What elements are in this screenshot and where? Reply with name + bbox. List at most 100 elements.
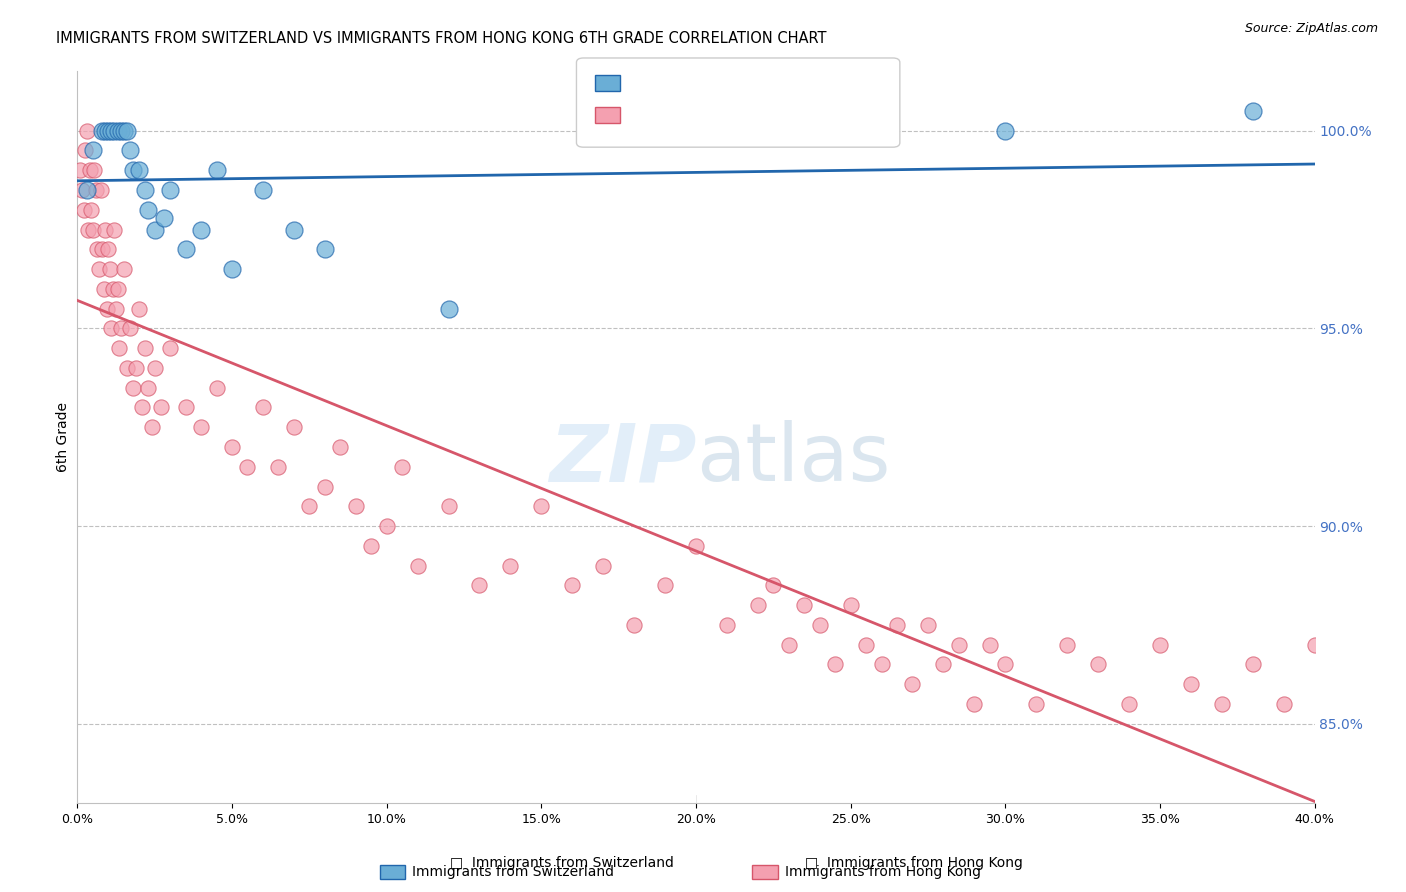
Point (1365, 697, 1388, 711)
Point (808, 618, 831, 632)
Point (221, 440, 243, 454)
Point (437, 500, 460, 514)
Point (110, 123, 132, 137)
Point (118, 144, 141, 158)
Point (76, 183, 98, 197)
Point (75, 144, 96, 158)
Point (112, 123, 135, 137)
Point (149, 401, 172, 415)
Point (80, 202, 103, 217)
Point (1272, 697, 1295, 711)
Point (159, 183, 181, 197)
Point (107, 123, 129, 137)
Point (437, 301, 460, 316)
Point (83, 163, 105, 178)
Point (115, 360, 138, 375)
Point (91, 242, 114, 256)
Point (824, 657, 846, 672)
Text: IMMIGRANTS FROM SWITZERLAND VS IMMIGRANTS FROM HONG KONG 6TH GRADE CORRELATION C: IMMIGRANTS FROM SWITZERLAND VS IMMIGRANT… (56, 31, 827, 46)
Point (344, 500, 367, 514)
Point (103, 123, 125, 137)
Point (1149, 638, 1171, 652)
Point (329, 440, 352, 454)
Point (134, 341, 156, 355)
Point (87, 262, 110, 277)
Point (138, 202, 160, 217)
Text: Source: ZipAtlas.com: Source: ZipAtlas.com (1244, 22, 1378, 36)
Point (870, 657, 893, 672)
Point (70, 183, 93, 197)
Point (314, 479, 336, 493)
Point (917, 618, 939, 632)
Point (1241, 103, 1264, 118)
Point (101, 282, 124, 296)
Point (716, 618, 738, 632)
Point (86, 242, 108, 256)
Point (886, 618, 908, 632)
Point (685, 539, 707, 553)
Point (283, 420, 305, 434)
Text: □  Immigrants from Hong Kong: □ Immigrants from Hong Kong (806, 855, 1022, 870)
Point (122, 381, 145, 395)
Point (963, 697, 986, 711)
Point (1396, 677, 1406, 691)
Point (901, 677, 924, 691)
Point (138, 381, 160, 395)
Point (1118, 697, 1140, 711)
Point (118, 321, 141, 335)
Point (252, 401, 274, 415)
Point (134, 183, 156, 197)
Point (103, 222, 125, 236)
Point (1319, 657, 1341, 672)
Point (236, 459, 259, 474)
Point (267, 459, 290, 474)
Point (97, 242, 120, 256)
Point (93, 282, 115, 296)
Point (855, 638, 877, 652)
Text: atlas: atlas (696, 420, 890, 498)
Point (839, 598, 862, 612)
Y-axis label: 6th Grade: 6th Grade (56, 402, 70, 472)
Point (360, 539, 382, 553)
Point (561, 578, 583, 592)
Text: □  Immigrants from Switzerland: □ Immigrants from Switzerland (450, 855, 675, 870)
Point (623, 618, 645, 632)
Point (592, 558, 614, 573)
Point (391, 459, 413, 474)
Text: Immigrants from Hong Kong: Immigrants from Hong Kong (785, 865, 980, 880)
Point (143, 360, 166, 375)
Point (1381, 638, 1403, 652)
Point (979, 638, 1001, 652)
Point (994, 657, 1017, 672)
Text: ZIP: ZIP (548, 420, 696, 498)
Point (932, 657, 955, 672)
Point (530, 500, 553, 514)
Point (96, 301, 118, 316)
Point (72, 202, 94, 217)
Point (90, 183, 112, 197)
Point (84, 183, 107, 197)
Point (128, 163, 150, 178)
Point (948, 638, 970, 652)
Point (143, 222, 166, 236)
Point (1241, 657, 1264, 672)
Point (1025, 697, 1047, 711)
Point (76, 123, 98, 137)
Point (79, 163, 101, 178)
Point (190, 420, 212, 434)
Point (205, 163, 228, 178)
Point (98, 262, 121, 277)
Point (793, 598, 815, 612)
Point (141, 420, 163, 434)
Point (128, 301, 150, 316)
Point (107, 282, 129, 296)
Point (468, 578, 491, 592)
Point (1211, 697, 1233, 711)
Point (122, 163, 145, 178)
Point (252, 183, 274, 197)
Point (97, 123, 120, 137)
Point (105, 301, 127, 316)
Point (1087, 657, 1109, 672)
Point (82, 144, 104, 158)
Point (298, 500, 321, 514)
